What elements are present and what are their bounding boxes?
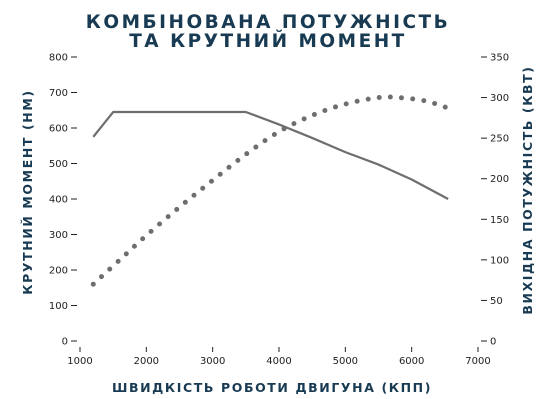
series-layer [90,94,451,287]
left-tick-label: 300 [49,230,68,241]
torque-series-line [92,110,449,200]
x-axis: 1000 2000 3000 4000 5000 6000 7000 [67,347,491,367]
left-axis-title: КРУТНИЙ МОМЕНТ (НМ) [20,89,35,294]
x-tick-label: 2000 [134,356,159,367]
x-tick-label: 6000 [399,356,424,367]
left-tick-label: 0 [62,337,68,348]
right-tick-label: 300 [490,93,509,104]
x-tick-label: 5000 [333,356,358,367]
x-tick-label: 7000 [465,356,490,367]
x-tick-label: 4000 [266,356,291,367]
left-tick-label: 800 [49,53,68,64]
right-tick-label: 50 [490,296,503,307]
chart-title-line-2: ТА КРУТНИЙ МОМЕНТ [129,30,407,52]
x-tick-label: 1000 [67,356,92,367]
left-tick-label: 600 [49,124,68,135]
left-y-axis: 0 100 200 300 400 500 600 700 800 [49,53,77,348]
right-tick-label: 0 [490,337,496,348]
right-tick-label: 200 [490,174,509,185]
left-tick-label: 700 [49,88,68,99]
left-tick-label: 200 [49,266,68,277]
right-tick-label: 250 [490,134,509,145]
x-tick-label: 3000 [200,356,225,367]
right-tick-label: 350 [490,53,509,64]
x-axis-title: ШВИДКІСТЬ РОБОТИ ДВИГУНА (КПП) [112,380,432,395]
right-y-axis: 0 50 100 150 200 250 300 350 [481,53,509,348]
left-tick-label: 400 [49,195,68,206]
left-tick-label: 500 [49,159,68,170]
left-tick-label: 100 [49,301,68,312]
right-tick-label: 150 [490,215,509,226]
power-series-line [90,94,451,287]
chart-title-line-1: КОМБІНОВАНА ПОТУЖНІСТЬ [86,12,451,33]
right-tick-label: 100 [490,255,509,266]
right-axis-title: ВИХІДНА ПОТУЖНІСТЬ (КВТ) [520,65,535,314]
